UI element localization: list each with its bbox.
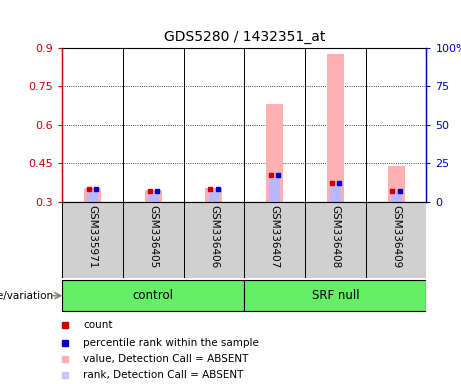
Bar [305, 202, 366, 278]
Text: percentile rank within the sample: percentile rank within the sample [83, 338, 259, 348]
Bar [388, 166, 405, 202]
Bar [84, 187, 101, 202]
Bar [266, 104, 283, 202]
Text: SRF null: SRF null [312, 289, 359, 302]
Bar [62, 280, 244, 311]
Bar [244, 280, 426, 311]
Text: GSM336406: GSM336406 [209, 205, 219, 269]
Text: count: count [83, 320, 112, 330]
Text: value, Detection Call = ABSENT: value, Detection Call = ABSENT [83, 354, 248, 364]
Text: control: control [133, 289, 174, 302]
Bar [87, 190, 98, 202]
Bar [244, 202, 305, 278]
Title: GDS5280 / 1432351_at: GDS5280 / 1432351_at [164, 30, 325, 44]
Bar [390, 192, 402, 202]
Text: GSM336405: GSM336405 [148, 205, 158, 269]
Bar [183, 202, 244, 278]
Bar [269, 177, 280, 202]
Bar [206, 188, 223, 202]
Text: rank, Detection Call = ABSENT: rank, Detection Call = ABSENT [83, 370, 243, 380]
Bar [62, 202, 123, 278]
Bar [327, 55, 344, 202]
Text: GSM336409: GSM336409 [391, 205, 401, 269]
Bar [123, 202, 183, 278]
Bar [366, 202, 426, 278]
Text: genotype/variation: genotype/variation [0, 291, 53, 301]
Bar [148, 192, 159, 202]
Text: GSM336407: GSM336407 [270, 205, 280, 269]
Bar [145, 190, 162, 202]
Bar [208, 190, 219, 202]
Bar [330, 184, 341, 202]
Text: GSM335971: GSM335971 [88, 205, 98, 269]
Text: GSM336408: GSM336408 [331, 205, 340, 269]
